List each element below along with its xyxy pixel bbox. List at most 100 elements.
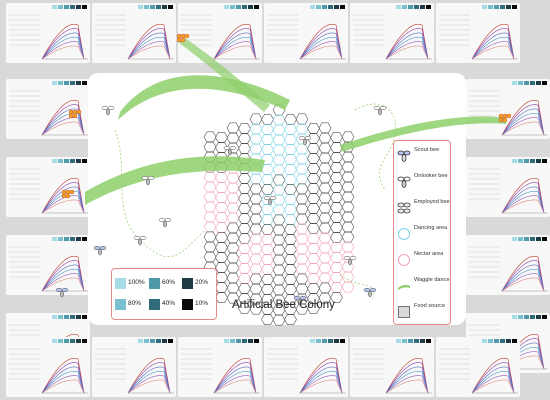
panel-swatch — [82, 5, 87, 9]
panel-swatch — [524, 81, 529, 85]
panel-curve — [501, 112, 545, 136]
employed-bee-icon — [397, 201, 411, 215]
panel-curve — [41, 273, 85, 292]
panel-bg — [264, 337, 348, 397]
swatch-40 — [149, 299, 160, 310]
mini-chart-panel — [264, 337, 348, 397]
panel-curve — [41, 28, 85, 60]
panel-curve — [385, 375, 429, 394]
bee-body — [298, 298, 302, 306]
panel-swatch — [426, 5, 431, 9]
panel-swatch — [316, 5, 321, 9]
panel-swatch — [82, 315, 87, 319]
diagram-title: Artificial Bee Colony — [232, 299, 335, 311]
panel-curve — [41, 366, 85, 394]
mini-chart-panel — [6, 337, 90, 397]
shading-item: 60% — [149, 277, 183, 291]
panel-curve — [213, 41, 257, 60]
panel-swatch — [150, 339, 155, 343]
panel-swatch — [52, 339, 57, 343]
panel-curve — [41, 108, 85, 136]
bee-glyph — [263, 195, 277, 206]
shading-label: 40% — [162, 300, 176, 307]
panel-curve — [385, 36, 429, 60]
bee-glyph — [133, 235, 147, 246]
panel-swatch — [512, 159, 517, 163]
food-dot — [498, 117, 504, 123]
shading-label: 100% — [128, 279, 145, 286]
food-dot — [76, 109, 82, 115]
panel-swatch — [414, 5, 419, 9]
hex-cell — [307, 303, 320, 314]
panel-swatch — [76, 315, 81, 319]
panel-swatch — [402, 5, 407, 9]
panel-swatch — [506, 339, 511, 343]
food-dot — [502, 117, 508, 123]
shading-legend-box: 100% 60% 20% 80% 40% 10% — [111, 268, 217, 320]
panel-swatch — [156, 5, 161, 9]
panel-curve — [471, 379, 515, 394]
panel-swatch — [138, 339, 143, 343]
mini-chart-panel — [178, 3, 262, 63]
hex-cell — [261, 314, 274, 325]
panel-swatch — [64, 5, 69, 9]
food-dot — [176, 37, 182, 43]
bee-wing — [379, 105, 387, 111]
food-dot — [61, 193, 67, 199]
panel-swatch — [76, 5, 81, 9]
panel-swatch — [230, 339, 235, 343]
panel-curve — [213, 45, 257, 60]
panel-swatch — [70, 159, 75, 163]
panel-swatch — [70, 81, 75, 85]
panel-curve — [385, 366, 429, 394]
food-dot — [502, 113, 508, 119]
panel-curve — [41, 41, 85, 60]
legend-label: Onlooker bee — [414, 173, 448, 179]
panel-swatch — [536, 315, 541, 319]
legend-label: Waggle dance — [414, 277, 450, 283]
legend-item-dancing: Dancing area — [394, 221, 450, 249]
panel-bg — [436, 337, 520, 397]
bee-wing — [164, 217, 172, 223]
panel-curve — [501, 273, 545, 292]
panel-curve — [501, 99, 545, 136]
bee-glyph — [343, 255, 357, 266]
panel-swatch — [322, 5, 327, 9]
panel-swatch — [254, 5, 259, 9]
shading-label: 10% — [195, 300, 209, 307]
bee-wing — [299, 295, 307, 301]
legend-item-scout: Scout bee — [394, 143, 450, 171]
food-source-cluster — [68, 109, 82, 119]
panel-curve — [127, 370, 171, 394]
panel-curve — [471, 357, 515, 394]
panel-curve — [299, 362, 343, 394]
hex-cell — [249, 303, 263, 315]
panel-curve — [41, 260, 85, 292]
mini-chart-panel — [6, 79, 90, 139]
panel-curve — [213, 366, 257, 394]
onlooker-bee-icon — [397, 175, 411, 189]
panel-swatch — [426, 339, 431, 343]
bee-glyph — [298, 135, 312, 146]
panel-swatch — [334, 339, 339, 343]
panel-curve — [41, 121, 85, 136]
bee-body — [228, 148, 232, 156]
panel-curve — [213, 370, 257, 394]
panel-swatch — [52, 315, 57, 319]
panel-bg — [92, 3, 176, 63]
panel-curve — [299, 41, 343, 60]
panel-swatch — [512, 81, 517, 85]
mini-chart-panel — [436, 3, 520, 63]
panel-swatch — [530, 159, 535, 163]
panel-swatch — [58, 159, 63, 163]
swatch-20 — [182, 278, 193, 289]
food-dot — [61, 189, 67, 195]
panel-swatch — [530, 81, 535, 85]
food-dot — [69, 189, 75, 195]
food-source-cluster — [176, 33, 190, 43]
panel-swatch — [236, 5, 241, 9]
hex-cell — [318, 292, 332, 304]
panel-curve — [471, 36, 515, 60]
panel-curve — [299, 23, 343, 60]
dancing-area-icon — [397, 227, 411, 241]
